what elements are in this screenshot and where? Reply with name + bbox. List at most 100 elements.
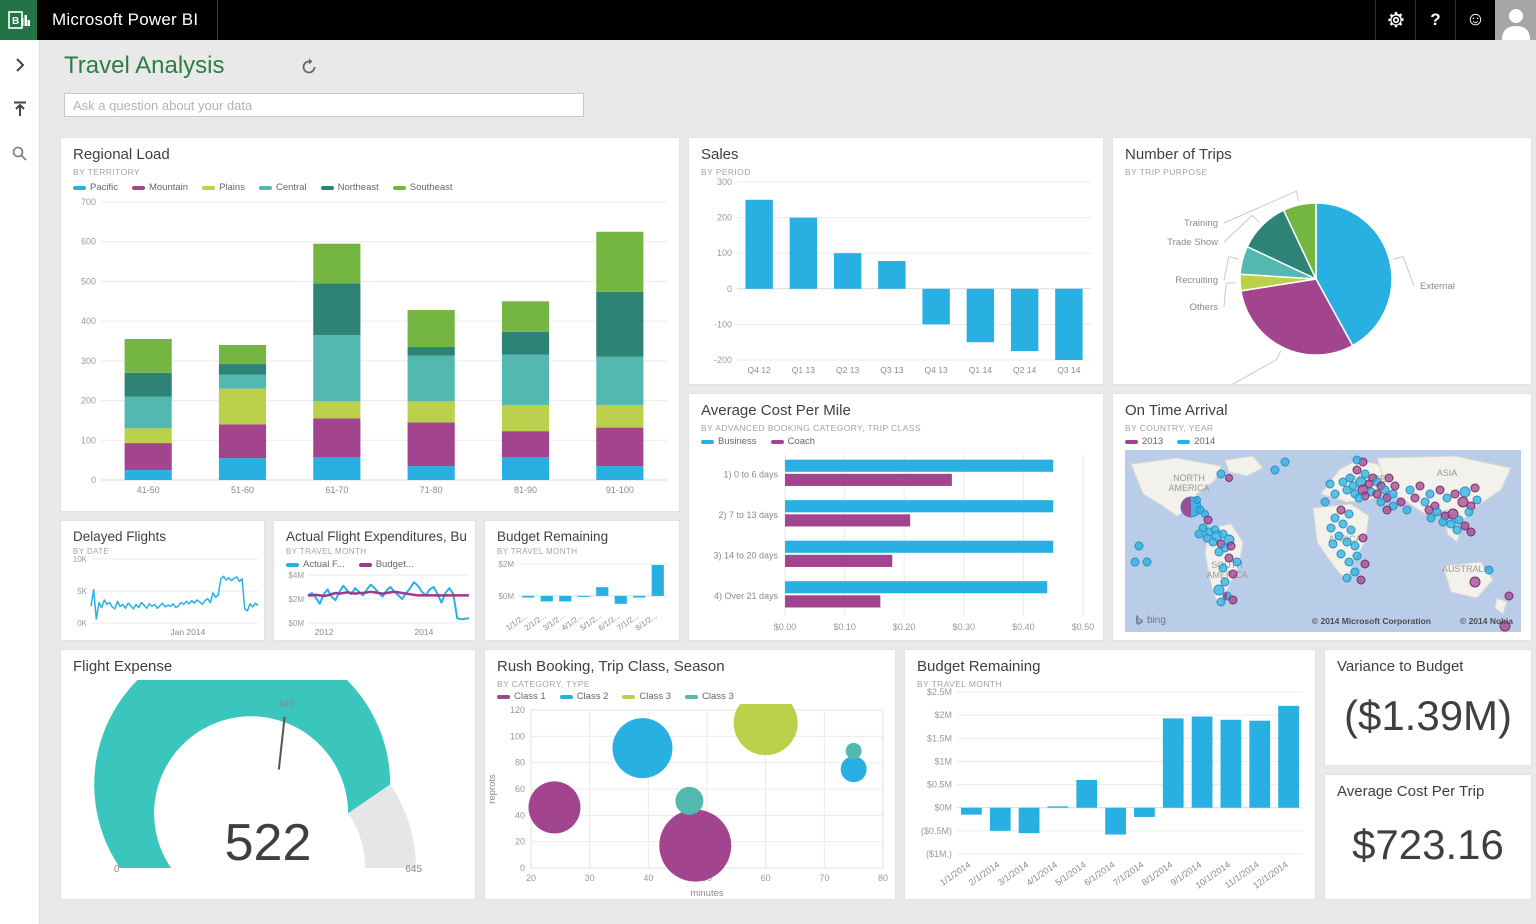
tile-avg-cost-per-mile[interactable]: Average Cost Per Mile BY ADVANCED BOOKIN… xyxy=(688,393,1104,641)
tile-rush-booking[interactable]: Rush Booking, Trip Class, Season BY CATE… xyxy=(484,649,896,900)
tile-subtitle: BY ADVANCED BOOKING CATEGORY, TRIP CLASS xyxy=(701,423,921,433)
legend-item[interactable]: Business xyxy=(701,436,757,447)
legend-label: 2013 xyxy=(1142,436,1164,447)
legend-item[interactable]: Mountain xyxy=(131,182,188,193)
legend-item[interactable]: Class 3 xyxy=(685,691,734,702)
legend-item[interactable]: Class 3 xyxy=(622,691,671,702)
svg-text:645: 645 xyxy=(405,864,422,875)
tile-variance-to-budget[interactable]: Variance to Budget ($1.39M) xyxy=(1324,649,1532,766)
svg-text:200: 200 xyxy=(717,213,732,223)
legend-swatch xyxy=(286,562,299,567)
smiley-icon: ☺ xyxy=(1465,9,1486,30)
tile-regional-load[interactable]: Regional Load BY TERRITORY Pacific Mounta… xyxy=(60,137,680,512)
svg-text:External: External xyxy=(1420,281,1455,292)
collapse-to-top-button[interactable] xyxy=(9,98,31,120)
map-attribution-ms: © 2014 Microsoft Corporation xyxy=(1311,616,1431,626)
svg-text:6/1/2014: 6/1/2014 xyxy=(1082,859,1116,887)
legend-label: Northeast xyxy=(337,182,379,193)
svg-text:70: 70 xyxy=(819,873,829,883)
svg-text:522: 522 xyxy=(225,814,312,872)
tile-number-of-trips[interactable]: Number of Trips BY TRIP PURPOSE External… xyxy=(1112,137,1532,385)
svg-text:Recruiting: Recruiting xyxy=(1175,275,1218,286)
legend-item[interactable]: Northeast xyxy=(320,182,379,193)
gear-icon xyxy=(1387,11,1404,28)
svg-text:10K: 10K xyxy=(73,555,88,564)
tile-budget-remaining-large[interactable]: Budget Remaining BY TRAVEL MONTH ($1M.)(… xyxy=(904,649,1316,900)
svg-text:Q2 14: Q2 14 xyxy=(1013,365,1036,375)
settings-button[interactable] xyxy=(1375,0,1415,40)
legend-item[interactable]: Budget... xyxy=(358,559,414,570)
svg-text:-200: -200 xyxy=(714,355,732,365)
svg-text:($1M.): ($1M.) xyxy=(926,849,952,859)
legend-item[interactable]: Coach xyxy=(770,436,815,447)
tile-title: Flight Expense xyxy=(73,658,173,675)
legend-label: Central xyxy=(275,182,307,193)
svg-text:4/1/2014: 4/1/2014 xyxy=(1025,859,1059,887)
arrival-map[interactable]: NORTHAMERICASOUTHAMERICAEUROPEAFRICAASIA… xyxy=(1125,450,1521,632)
budget-large-chart[interactable]: ($1M.) ($0.5M) $0M $0.5M $1M $1.5M $2M $2.5M 1/1… xyxy=(905,686,1316,898)
svg-text:80: 80 xyxy=(878,873,888,883)
legend-item[interactable]: Pacific xyxy=(73,182,118,193)
tile-subtitle: BY COUNTRY, YEAR xyxy=(1125,423,1214,433)
flight-expense-gauge[interactable]: 345 0 645 522 xyxy=(61,680,476,898)
svg-text:0: 0 xyxy=(520,863,525,873)
svg-text:$0.00: $0.00 xyxy=(774,622,797,632)
legend-item[interactable]: Class 1 xyxy=(497,691,546,702)
svg-text:80: 80 xyxy=(515,758,525,768)
legend-label: Budget... xyxy=(375,559,414,570)
legend-item[interactable]: Plains xyxy=(202,182,245,193)
chevron-right-icon xyxy=(15,58,24,72)
svg-text:5K: 5K xyxy=(77,587,87,596)
svg-text:Q3 14: Q3 14 xyxy=(1057,365,1080,375)
svg-text:minutes: minutes xyxy=(690,888,724,898)
legend: Actual F... Budget... xyxy=(286,559,414,570)
avg-cost-chart[interactable]: $0.00 $0.10 $0.20 $0.30 $0.40 $0.50 1) 0 to 6 … xyxy=(689,450,1104,638)
tile-title: Actual Flight Expenditures, Bu... xyxy=(286,529,467,544)
tile-subtitle: BY TRIP PURPOSE xyxy=(1125,167,1208,177)
tile-on-time-arrival[interactable]: On Time Arrival BY COUNTRY, YEAR 2013 201… xyxy=(1112,393,1532,641)
legend-swatch xyxy=(258,185,272,190)
legend-item[interactable]: Actual F... xyxy=(286,559,345,570)
user-avatar[interactable] xyxy=(1495,0,1536,40)
tile-sales[interactable]: Sales BY PERIOD -200 -100 0 100 200 300 Q4 12 Q… xyxy=(688,137,1104,385)
search-button[interactable] xyxy=(9,142,31,164)
regional-load-chart[interactable]: 0 100 200 300 400 500 600 700 41-50 51-60 61-70 71-… xyxy=(61,196,680,506)
expand-nav-button[interactable] xyxy=(9,54,31,76)
legend-item[interactable]: Central xyxy=(258,182,307,193)
legend-item[interactable]: Southeast xyxy=(392,182,453,193)
svg-text:$2.5M: $2.5M xyxy=(927,687,952,697)
tile-flight-expense[interactable]: Flight Expense 345 0 645 522 xyxy=(60,649,476,900)
legend-item[interactable]: 2014 xyxy=(1177,436,1215,447)
svg-text:345: 345 xyxy=(278,699,295,710)
legend-item[interactable]: Class 2 xyxy=(559,691,609,702)
svg-text:60: 60 xyxy=(761,873,771,883)
svg-text:0: 0 xyxy=(91,475,96,485)
refresh-button[interactable] xyxy=(300,58,318,76)
legend-swatch xyxy=(1177,439,1191,444)
svg-text:$0M: $0M xyxy=(498,592,514,601)
sales-chart[interactable]: -200 -100 0 100 200 300 Q4 12 Q1 13 Q2 13 Q3 13 Q4… xyxy=(689,176,1104,382)
delayed-flights-chart[interactable]: 0K 5K 10K Jan 2014 xyxy=(61,555,265,639)
legend-label: Class 2 xyxy=(576,691,609,702)
svg-text:100: 100 xyxy=(510,731,525,741)
legend-item[interactable]: 2013 xyxy=(1125,436,1163,447)
budget-small-chart[interactable]: $0M$2M1/1/2...2/1/2...3/1/2...4/1/2...5/… xyxy=(485,555,680,641)
expenditures-chart[interactable]: $0M $2M $4M 2012 2014 xyxy=(274,571,476,639)
tile-title: Average Cost Per Mile xyxy=(701,402,851,419)
tile-flight-expenditures[interactable]: Actual Flight Expenditures, Bu... BY TRA… xyxy=(273,520,476,641)
tile-avg-cost-per-trip[interactable]: Average Cost Per Trip $723.16 xyxy=(1324,774,1532,900)
legend: Business Coach xyxy=(701,436,815,447)
rush-booking-chart[interactable]: 02040608010012020304050607080minutesrepr… xyxy=(485,704,896,898)
svg-text:3/1/2014: 3/1/2014 xyxy=(996,859,1030,887)
tile-budget-remaining-small[interactable]: Budget Remaining BY TRAVEL MONTH $0M $2M 1… xyxy=(484,520,680,641)
svg-text:$4M: $4M xyxy=(288,571,304,580)
tile-delayed-flights[interactable]: Delayed Flights BY DATE 0K 5K 10K Jan 2014 xyxy=(60,520,265,641)
qna-search-input[interactable] xyxy=(64,93,584,117)
feedback-button[interactable]: ☺ xyxy=(1455,0,1495,40)
tile-title: Number of Trips xyxy=(1125,146,1232,163)
svg-text:$2M: $2M xyxy=(498,560,514,569)
trips-pie-chart[interactable]: ExternalInternalOthersRecruitingTrade Sh… xyxy=(1113,176,1532,384)
powerbi-logo[interactable]: B xyxy=(0,0,37,40)
tile-title: On Time Arrival xyxy=(1125,402,1228,419)
help-button[interactable]: ? xyxy=(1415,0,1455,40)
